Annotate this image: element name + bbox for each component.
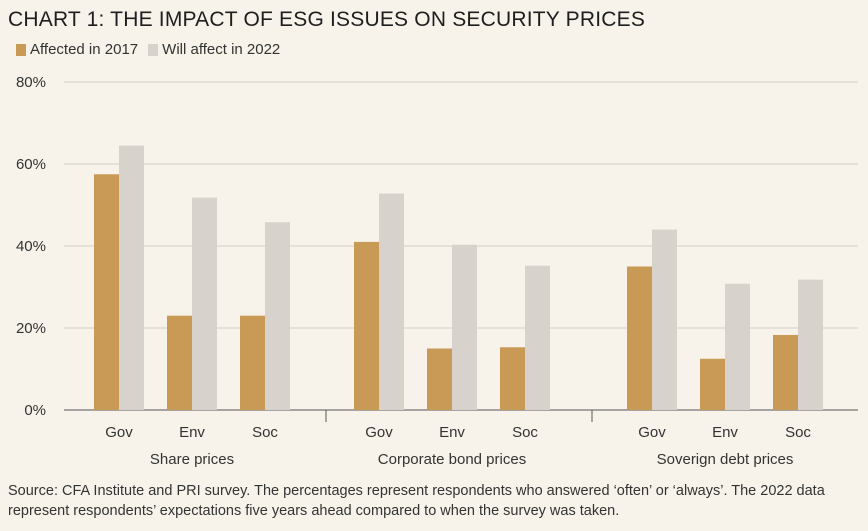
group-label-0: Share prices: [150, 451, 234, 468]
bar-2022-2-gov: [652, 229, 677, 410]
y-tick-label-80: 80%: [16, 74, 46, 91]
bar-2022-2-soc: [798, 279, 823, 410]
y-tick-label-40: 40%: [16, 238, 46, 255]
bar-2017-0-soc: [240, 315, 265, 410]
y-tick-label-60: 60%: [16, 156, 46, 173]
group-label-2: Soverign debt prices: [657, 451, 794, 468]
legend: Affected in 2017 Will affect in 2022: [16, 41, 290, 58]
bar-2022-1-gov: [379, 193, 404, 410]
x-tick-label-0-gov: Gov: [105, 424, 133, 441]
x-tick-label-0-soc: Soc: [252, 424, 278, 441]
bar-chart: 0% 20% 40% 60% 80% Gov Env Soc Share prices Gov En…: [16, 74, 858, 468]
chart-title: CHART 1: THE IMPACT OF ESG ISSUES ON SEC…: [8, 8, 646, 31]
x-tick-label-2-env: Env: [712, 424, 738, 441]
legend-label-2022: Will affect in 2022: [162, 41, 281, 58]
bar-2017-0-gov: [94, 174, 119, 410]
legend-swatch-2017: [16, 43, 26, 56]
x-tick-label-0-env: Env: [179, 424, 205, 441]
bar-2017-2-env: [700, 358, 725, 410]
x-tick-label-1-soc: Soc: [512, 424, 538, 441]
legend-item-2022: Will affect in 2022: [148, 41, 280, 58]
bar-2017-1-env: [427, 348, 452, 410]
x-tick-label-1-env: Env: [439, 424, 465, 441]
bar-2017-2-gov: [627, 266, 652, 410]
legend-swatch-2022: [148, 43, 159, 56]
bar-2017-0-env: [167, 315, 192, 410]
x-tick-label-2-gov: Gov: [638, 424, 666, 441]
y-tick-label-0: 0%: [24, 402, 46, 419]
bar-2022-0-env: [192, 197, 217, 410]
legend-item-2017: Affected in 2017: [16, 41, 138, 58]
bar-2022-1-soc: [525, 265, 550, 410]
bar-2022-0-soc: [265, 222, 290, 410]
bar-2022-1-env: [452, 244, 477, 410]
group-label-1: Corporate bond prices: [378, 451, 526, 468]
x-tick-label-1-gov: Gov: [365, 424, 393, 441]
x-tick-label-2-soc: Soc: [785, 424, 811, 441]
legend-label-2017: Affected in 2017: [30, 41, 139, 58]
y-tick-label-20: 20%: [16, 320, 46, 337]
bar-2017-1-gov: [354, 241, 379, 410]
bar-2017-2-soc: [773, 334, 798, 410]
bar-2022-0-gov: [119, 145, 144, 411]
source-note: Source: CFA Institute and PRI survey. Th…: [8, 483, 825, 519]
bar-2022-2-env: [725, 283, 750, 410]
bar-2017-1-soc: [500, 347, 525, 410]
